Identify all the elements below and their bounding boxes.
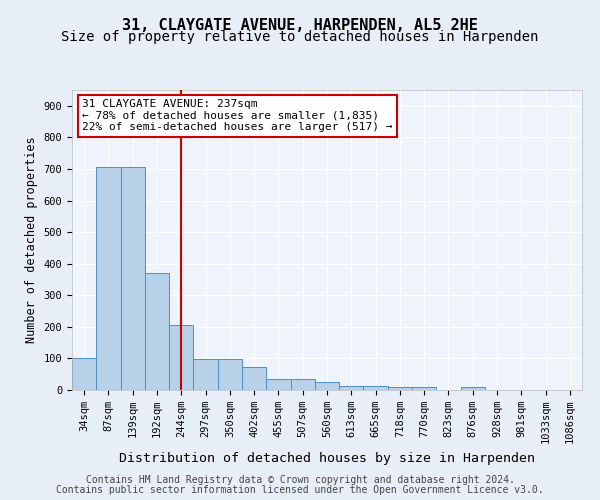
Text: Contains HM Land Registry data © Crown copyright and database right 2024.: Contains HM Land Registry data © Crown c… xyxy=(86,475,514,485)
Bar xyxy=(290,379,315,390)
Bar xyxy=(315,382,339,390)
Text: 31, CLAYGATE AVENUE, HARPENDEN, AL5 2HE: 31, CLAYGATE AVENUE, HARPENDEN, AL5 2HE xyxy=(122,18,478,32)
Bar xyxy=(266,379,290,390)
Bar xyxy=(72,358,96,390)
X-axis label: Distribution of detached houses by size in Harpenden: Distribution of detached houses by size … xyxy=(119,452,535,465)
Bar xyxy=(193,360,218,390)
Text: Contains public sector information licensed under the Open Government Licence v3: Contains public sector information licen… xyxy=(56,485,544,495)
Bar xyxy=(412,387,436,390)
Bar xyxy=(218,360,242,390)
Bar xyxy=(169,326,193,390)
Bar xyxy=(339,386,364,390)
Bar xyxy=(242,368,266,390)
Y-axis label: Number of detached properties: Number of detached properties xyxy=(25,136,38,344)
Bar xyxy=(145,272,169,390)
Bar xyxy=(364,386,388,390)
Text: 31 CLAYGATE AVENUE: 237sqm
← 78% of detached houses are smaller (1,835)
22% of s: 31 CLAYGATE AVENUE: 237sqm ← 78% of deta… xyxy=(82,99,392,132)
Bar xyxy=(121,166,145,390)
Bar xyxy=(388,387,412,390)
Bar xyxy=(96,166,121,390)
Text: Size of property relative to detached houses in Harpenden: Size of property relative to detached ho… xyxy=(61,30,539,44)
Bar xyxy=(461,387,485,390)
